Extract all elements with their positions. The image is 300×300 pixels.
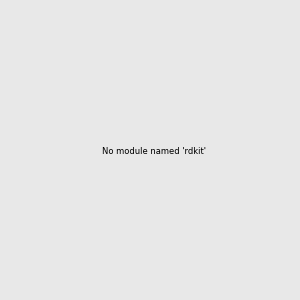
Text: No module named 'rdkit': No module named 'rdkit': [102, 147, 206, 156]
